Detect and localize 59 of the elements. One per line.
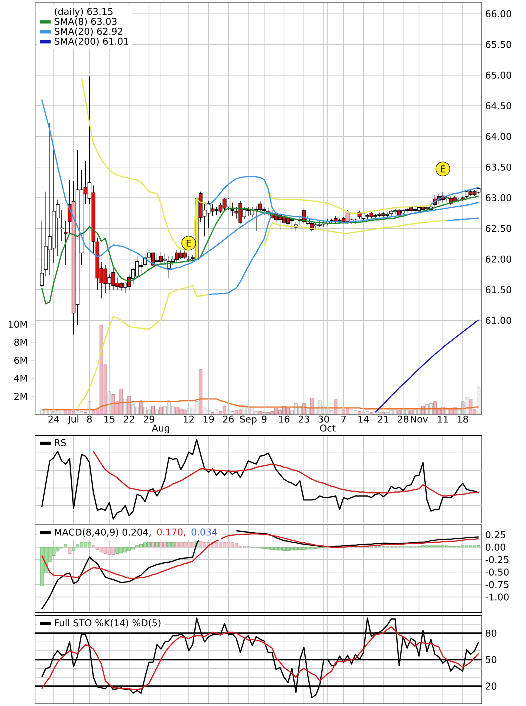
y-tick-label: 80 [486, 630, 497, 637]
y-tick-label: 20 [486, 682, 497, 690]
x-tick-label: 23 [298, 416, 310, 423]
legend-label: SMA(200) 61.01 [54, 38, 129, 46]
y-tick-label: 62.50 [486, 225, 512, 232]
x-tick-label: 19 [204, 416, 214, 423]
y-tick-label: -1.00 [486, 594, 509, 601]
y-tick-label: 64.00 [486, 133, 512, 140]
legend-label: SMA(20) 62.92 [54, 28, 123, 36]
x-tick-label: 26 [223, 416, 234, 423]
y-tick-label: 65.50 [486, 41, 512, 48]
y-tick-label: 0.00 [486, 544, 506, 551]
y-tick-label: 63.00 [486, 194, 512, 202]
y2-tick-label: 4M [14, 375, 27, 382]
y-tick-label: 63.50 [486, 164, 512, 171]
y2-tick-label: 10M [9, 320, 27, 328]
x-tick-label: Aug [152, 424, 170, 434]
x-tick-label: 15 [104, 416, 115, 423]
legend-label: Full STO %K(14) %D(5) [55, 619, 161, 628]
x-tick-label: 22 [124, 416, 134, 423]
x-tick-label: 30 [318, 416, 330, 423]
x-tick-label: Oct [320, 424, 336, 432]
x-tick-label: Jul [68, 416, 79, 425]
annotation: E [441, 166, 446, 173]
x-tick-label: 9 [262, 416, 267, 423]
x-tick-label: Sep [240, 416, 257, 425]
y2-tick-label: 8M [14, 338, 27, 346]
y-tick-label: 50 [486, 656, 497, 664]
legend-label: MACD(8,40,9) 0.204, [55, 528, 151, 537]
y-tick-label: 62.00 [486, 256, 512, 263]
y-tick-label: 61.50 [486, 286, 512, 294]
legend-label: RS [55, 439, 66, 446]
x-tick-label: 16 [279, 416, 290, 423]
x-tick-label: 11 [438, 416, 448, 423]
annotation: E [186, 240, 192, 247]
x-tick-label: 7 [342, 416, 346, 423]
y-tick-label: -0.25 [486, 556, 509, 564]
text: (daily) 63.15 [55, 8, 113, 18]
x-tick-label: 8 [87, 416, 92, 423]
y-tick-label: 66.00 [486, 10, 512, 18]
y-tick-label: 65.00 [486, 72, 512, 79]
series-label: 0.034 [192, 528, 218, 536]
y-tick-label: 64.50 [486, 102, 512, 110]
y-tick-label: -0.75 [486, 581, 509, 588]
y-tick-label: -0.50 [486, 568, 509, 576]
x-tick-label: 12 [184, 416, 194, 423]
text: 0.170, [157, 528, 186, 537]
x-tick-label: 29 [144, 416, 155, 423]
x-tick-label: 24 [48, 416, 60, 423]
x-tick-label: 14 [358, 416, 370, 423]
x-tick-label: 28 [398, 416, 409, 423]
legend-label: SMA(8) 63.03 [54, 18, 117, 26]
x-tick-label: Nov [411, 416, 428, 423]
y2-tick-label: 2M [14, 393, 27, 400]
x-tick-label: 18 [458, 416, 468, 423]
y-tick-label: 61.00 [486, 317, 512, 324]
y-tick-label: 0.25 [486, 531, 506, 538]
y2-tick-label: 6M [14, 356, 27, 364]
x-tick-label: 21 [378, 416, 389, 423]
